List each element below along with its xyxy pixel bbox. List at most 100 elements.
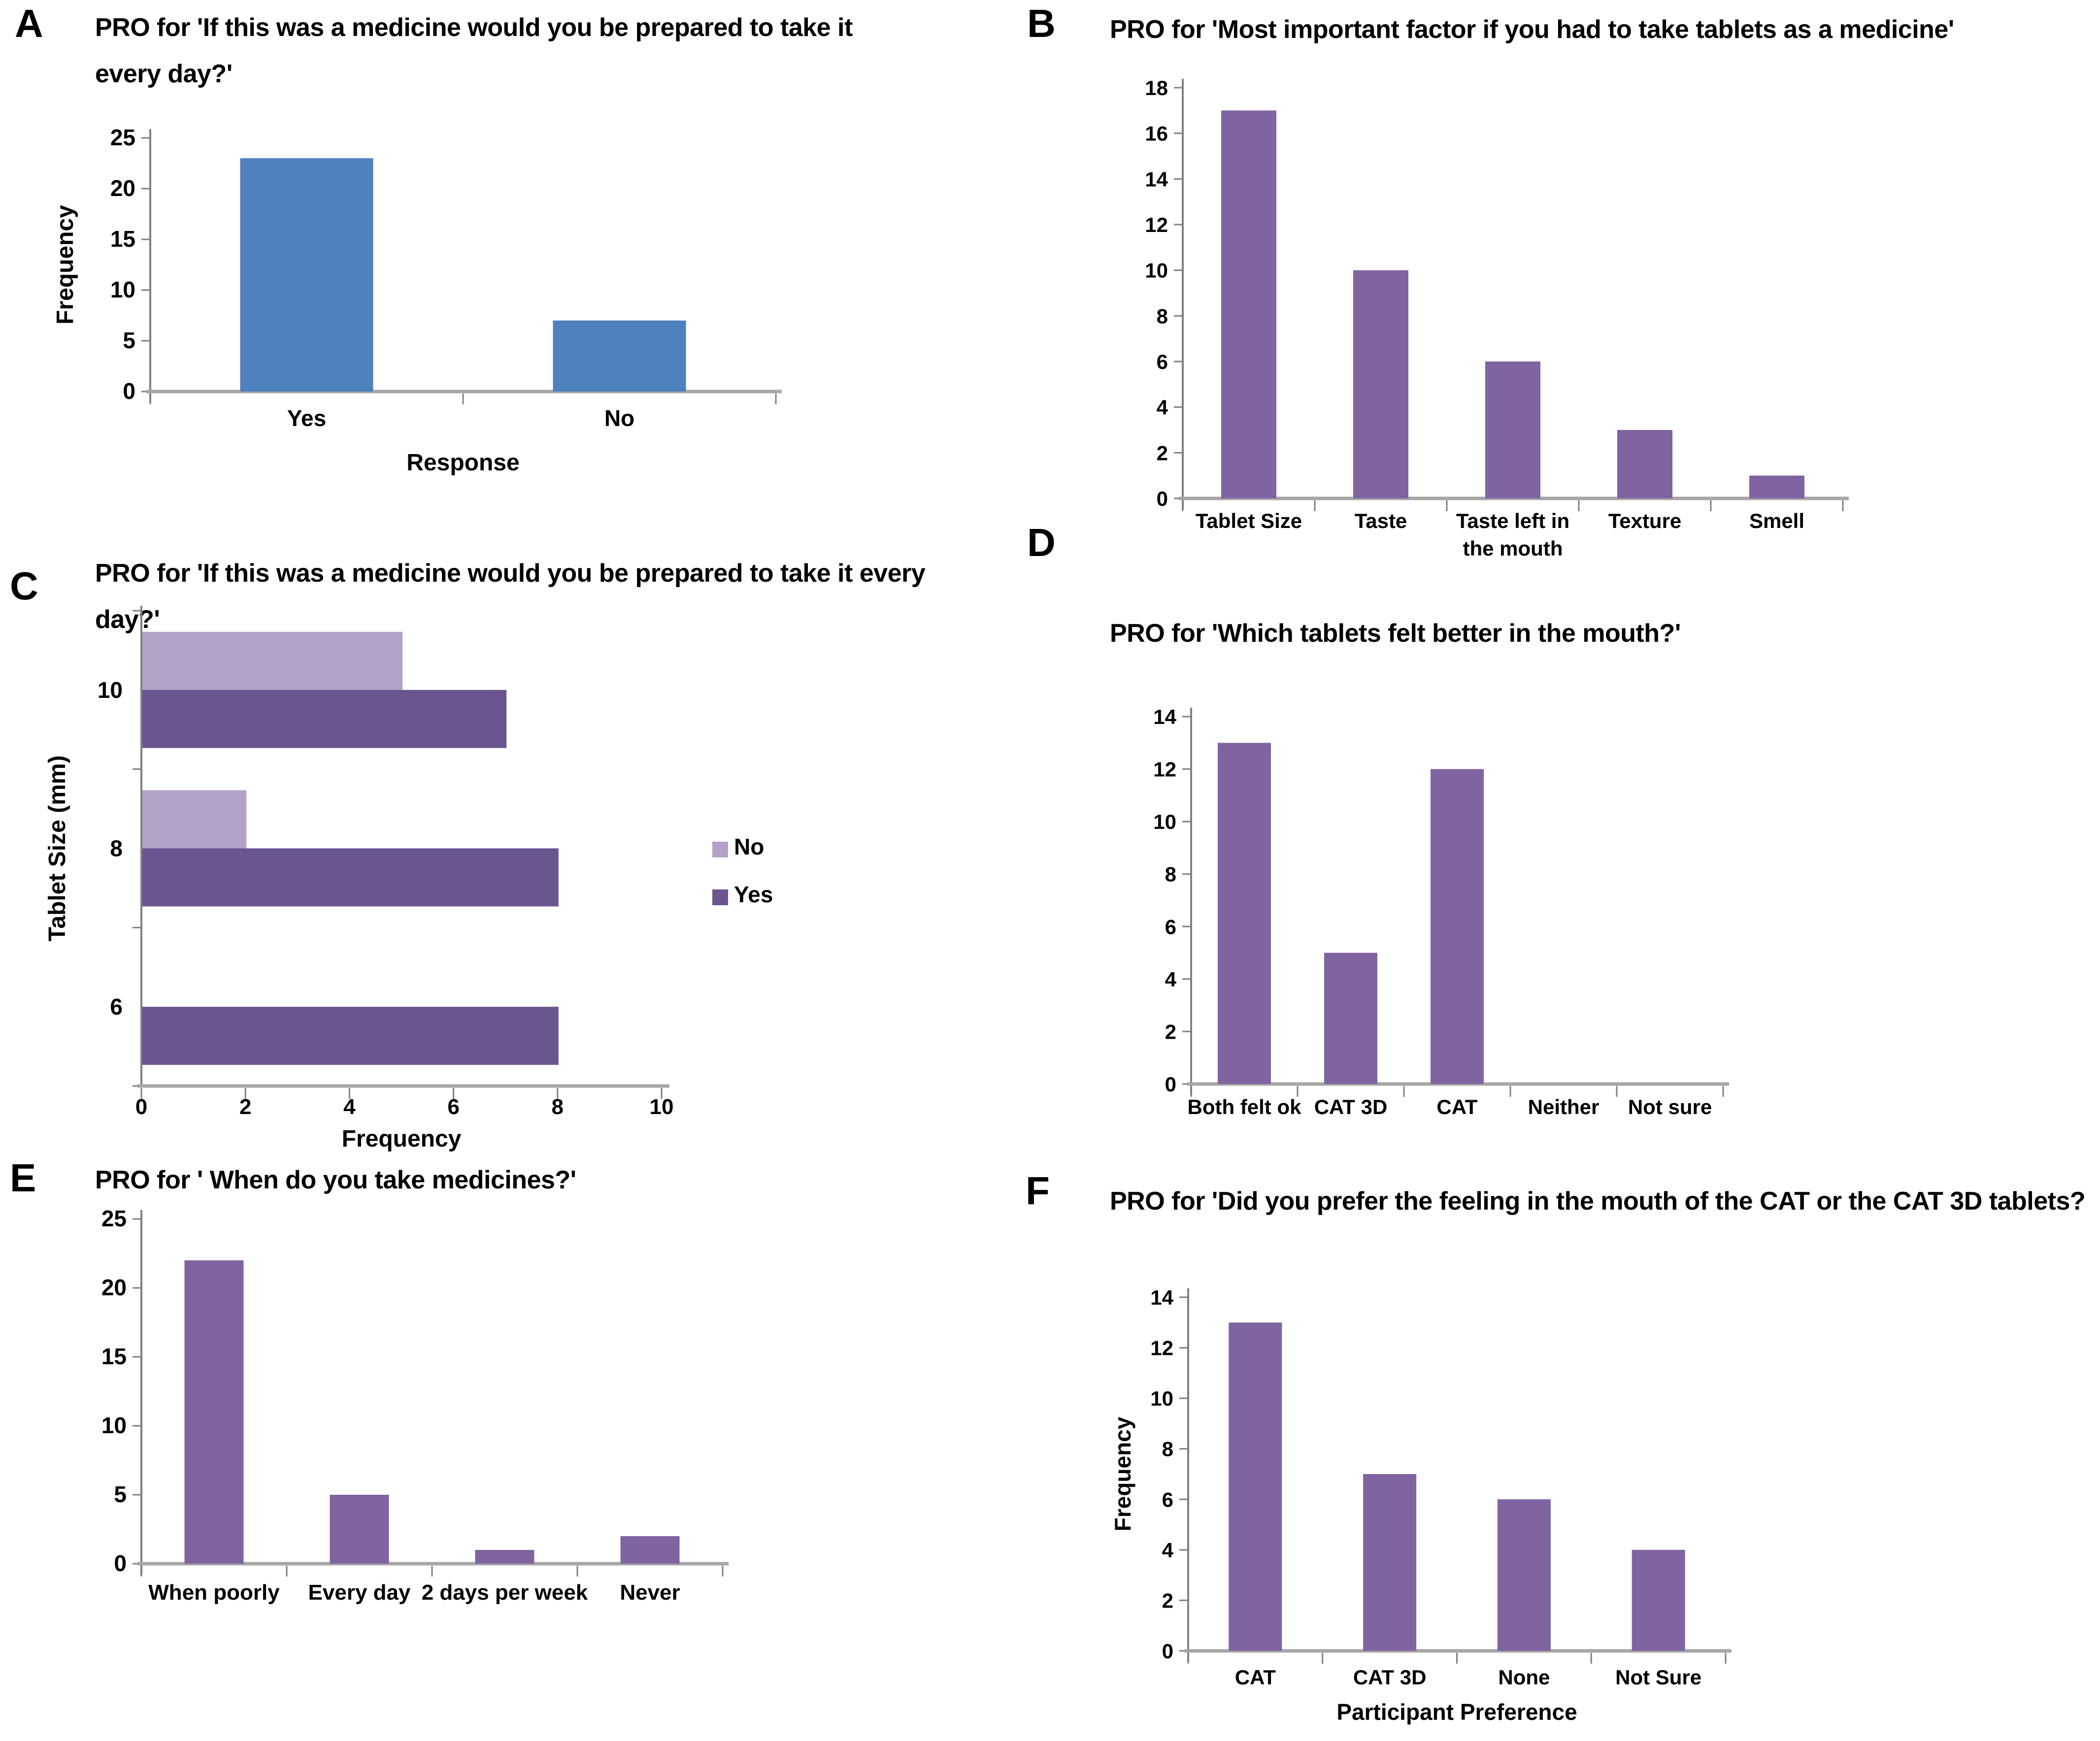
y-tick-label: 14 <box>1145 167 1168 191</box>
y-tick-label: 5 <box>114 1481 127 1507</box>
y-tick-label: 5 <box>123 328 135 353</box>
x-tick-label: 10 <box>650 1095 674 1119</box>
panel-a-chart: 0 5 10 15 20 25 Yes No Response Frequency <box>52 125 782 476</box>
panel-letter-d: D <box>1027 521 1056 564</box>
y-tick-label: 0 <box>1157 487 1168 510</box>
bar-no <box>553 320 686 392</box>
bar-none <box>1497 1499 1551 1651</box>
legend-label-yes: Yes <box>734 882 773 907</box>
bar-both-felt-ok <box>1218 743 1271 1084</box>
y-tick-label: 14 <box>1150 1286 1173 1309</box>
y-tick-label: 8 <box>1157 304 1168 328</box>
panel-letter-f: F <box>1026 1169 1050 1213</box>
bar-2-days-per-week <box>475 1550 534 1564</box>
bar-yes-6 <box>142 1007 559 1065</box>
y-tick-label: 20 <box>101 1275 127 1300</box>
x-category-label: Taste left in the mouth <box>1456 509 1569 560</box>
y-axis-label: Tablet Size (mm) <box>44 756 70 942</box>
bar-not-sure <box>1632 1549 1685 1651</box>
bar-no-8 <box>142 790 247 849</box>
y-tick-label: 14 <box>1153 705 1176 728</box>
x-category-label: Every day <box>308 1580 411 1605</box>
bar-taste <box>1353 270 1408 498</box>
panel-f-chart: 0 2 4 6 8 10 12 14 CAT CAT 3D None Not Sure Particip… <box>1110 1286 1732 1725</box>
x-category-label: Not Sure <box>1615 1666 1701 1689</box>
x-axis-label: Participant Preference <box>1336 1699 1577 1725</box>
y-tick-label: 6 <box>1165 915 1176 938</box>
y-tick-label: 6 <box>1157 350 1168 373</box>
y-tick-label: 0 <box>1165 1073 1176 1096</box>
y-tick-label: 6 <box>1162 1488 1173 1511</box>
x-category-label: CAT <box>1235 1666 1276 1689</box>
panel-c-chart: 0 2 4 6 8 10 10 8 6 Frequency Tablet Size (mm) No Ye… <box>44 606 773 1152</box>
y-tick-label: 10 <box>1145 259 1168 282</box>
bar-every-day <box>330 1495 389 1564</box>
x-axis-label: Response <box>406 450 519 476</box>
y-tick-label: 12 <box>1150 1337 1173 1360</box>
bar-yes-10 <box>142 690 507 748</box>
bar-cat <box>1229 1322 1282 1651</box>
bar-never <box>620 1536 680 1564</box>
panel-letter-a: A <box>15 1 43 45</box>
x-category-label: Yes <box>287 405 326 431</box>
panel-d-title: PRO for 'Which tablets felt better in th… <box>1110 619 1681 648</box>
panel-a-title: PRO for 'If this was a medicine would yo… <box>95 13 853 88</box>
x-category-label: Taste <box>1355 509 1407 532</box>
x-category-label: Both felt ok <box>1188 1095 1302 1118</box>
bar-tablet-size <box>1221 110 1276 499</box>
panel-letter-c: C <box>10 564 38 608</box>
y-tick-label: 15 <box>101 1344 127 1369</box>
y-tick-label: 2 <box>1165 1020 1176 1043</box>
y-tick-label: 0 <box>114 1550 127 1576</box>
x-category-label: No <box>604 405 634 431</box>
x-category-label: CAT <box>1436 1095 1478 1118</box>
x-category-label: Smell <box>1749 509 1804 532</box>
y-tick-label: 4 <box>1165 968 1177 991</box>
y-tick-label: 2 <box>1157 441 1168 464</box>
panel-d-chart: 0 2 4 6 8 10 12 14 Both felt ok CAT 3D CAT Neither N… <box>1153 705 1729 1118</box>
panel-letter-e: E <box>10 1156 36 1200</box>
y-category-label: 10 <box>98 677 123 703</box>
x-category-label: Not sure <box>1628 1095 1712 1118</box>
y-axis-label: Frequency <box>52 205 78 325</box>
panel-b-chart: 0 2 4 6 8 10 12 14 16 18 Tablet Size Taste Taste lef… <box>1145 76 1849 560</box>
bar-yes-8 <box>142 848 559 907</box>
x-category-label: CAT 3D <box>1314 1095 1388 1118</box>
legend-swatch-yes <box>712 889 728 905</box>
x-category-label: Never <box>620 1580 680 1605</box>
y-tick-label: 18 <box>1145 76 1168 99</box>
panel-c-title: PRO for 'If this was a medicine would yo… <box>95 559 926 634</box>
x-category-label: When poorly <box>148 1580 280 1605</box>
y-tick-label: 2 <box>1162 1589 1173 1612</box>
y-tick-label: 12 <box>1145 213 1168 236</box>
y-tick-label: 4 <box>1157 396 1168 419</box>
panel-b-title: PRO for 'Most important factor if you ha… <box>1110 15 1954 44</box>
panel-e-title: PRO for ' When do you take medicines?' <box>95 1166 576 1194</box>
y-category-label: 8 <box>110 836 123 861</box>
y-tick-label: 10 <box>101 1413 127 1438</box>
legend-label-no: No <box>734 834 764 859</box>
y-tick-label: 12 <box>1153 758 1176 781</box>
y-tick-label: 25 <box>110 125 135 150</box>
y-tick-label: 10 <box>110 277 135 302</box>
y-tick-label: 10 <box>1150 1387 1173 1410</box>
panel-letter-b: B <box>1027 1 1056 45</box>
y-tick-label: 4 <box>1162 1539 1174 1562</box>
legend-swatch-no <box>712 842 728 857</box>
x-category-label: None <box>1498 1666 1550 1689</box>
bar-when-poorly <box>184 1260 244 1564</box>
bar-cat-3d <box>1324 953 1377 1084</box>
x-category-label: Texture <box>1608 509 1682 532</box>
x-tick-label: 0 <box>135 1095 147 1119</box>
y-category-label: 6 <box>110 994 123 1019</box>
bar-texture <box>1617 430 1672 498</box>
y-tick-label: 0 <box>1162 1640 1173 1663</box>
x-tick-label: 8 <box>552 1095 564 1119</box>
bar-cat-3d <box>1363 1474 1417 1651</box>
x-category-label: CAT 3D <box>1353 1666 1427 1689</box>
y-tick-label: 15 <box>110 226 135 252</box>
x-tick-label: 2 <box>239 1095 251 1119</box>
x-category-label: Tablet Size <box>1196 509 1302 532</box>
y-axis-label: Frequency <box>1110 1416 1135 1531</box>
